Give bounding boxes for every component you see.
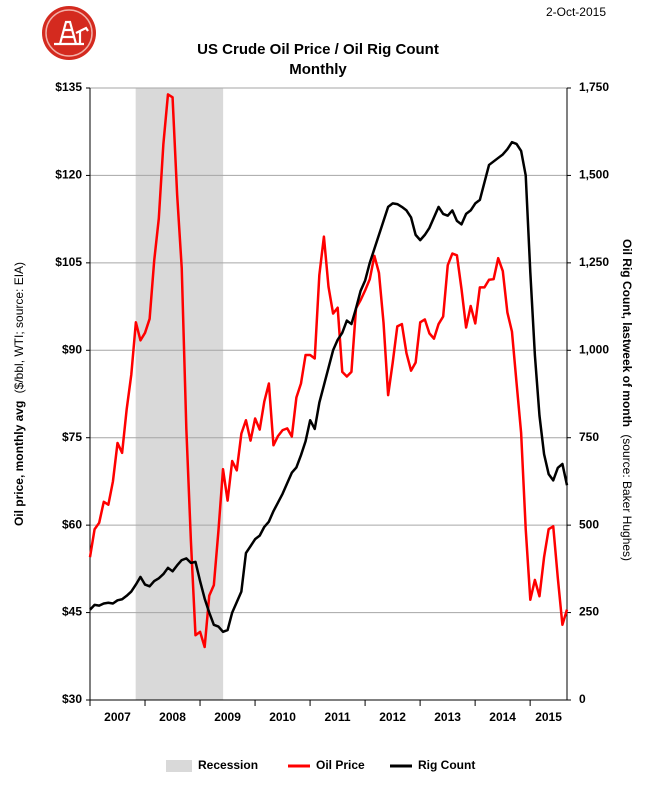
y2-tick-label: 750 (579, 430, 599, 444)
y2-tick-label: 250 (579, 605, 599, 619)
y-tick-label: $135 (55, 80, 82, 94)
y2-tick-label: 0 (579, 692, 586, 706)
x-tick-label: 2010 (269, 710, 296, 724)
y2-tick-label: 500 (579, 517, 599, 531)
y2-axis-title: Oil Rig Count, lastweek of month (620, 239, 634, 427)
y2-axis-note: (source: Baker Hughes) (620, 434, 634, 561)
y-tick-label: $60 (62, 517, 82, 531)
y2-tick-label: 1,250 (579, 255, 609, 269)
y-axis-label: Oil price, monthly avg ($/bbl, WTI; sour… (12, 262, 26, 526)
x-tick-label: 2011 (325, 710, 351, 724)
x-tick-label: 2013 (434, 710, 461, 724)
legend-label: Rig Count (418, 758, 475, 772)
y-axis-title: Oil price, monthly avg (12, 401, 26, 526)
y2-axis-label: Oil Rig Count, lastweek of month (source… (620, 239, 634, 561)
y-tick-label: $45 (62, 605, 82, 619)
x-tick-label: 2014 (489, 710, 516, 724)
recession-band (135, 88, 224, 700)
legend-label: Oil Price (316, 758, 365, 772)
y-axis-note: ($/bbl, WTI; source: EIA) (12, 262, 26, 393)
series-line (88, 93, 569, 649)
legend-label: Recession (198, 758, 258, 772)
y-tick-label: $90 (62, 342, 82, 356)
legend-swatch (166, 760, 192, 772)
x-tick-label: 2009 (214, 710, 241, 724)
x-tick-label: 2008 (159, 710, 186, 724)
chart-title: US Crude Oil Price / Oil Rig Count (197, 41, 439, 58)
date: 2-Oct-2015 (546, 5, 606, 19)
series-line (89, 140, 569, 634)
y2-tick-label: 1,500 (579, 168, 609, 182)
y-tick-label: $30 (62, 692, 82, 706)
chart-subtitle: Monthly (289, 61, 347, 78)
x-tick-label: 2007 (104, 710, 131, 724)
y-tick-label: $105 (55, 255, 82, 269)
y2-tick-label: 1,750 (579, 80, 609, 94)
y-tick-label: $120 (55, 168, 82, 182)
y-tick-label: $75 (62, 430, 82, 444)
x-tick-label: 2012 (379, 710, 406, 724)
x-tick-label: 2015 (535, 710, 562, 724)
y2-tick-label: 1,000 (579, 342, 609, 356)
logo (42, 6, 96, 60)
